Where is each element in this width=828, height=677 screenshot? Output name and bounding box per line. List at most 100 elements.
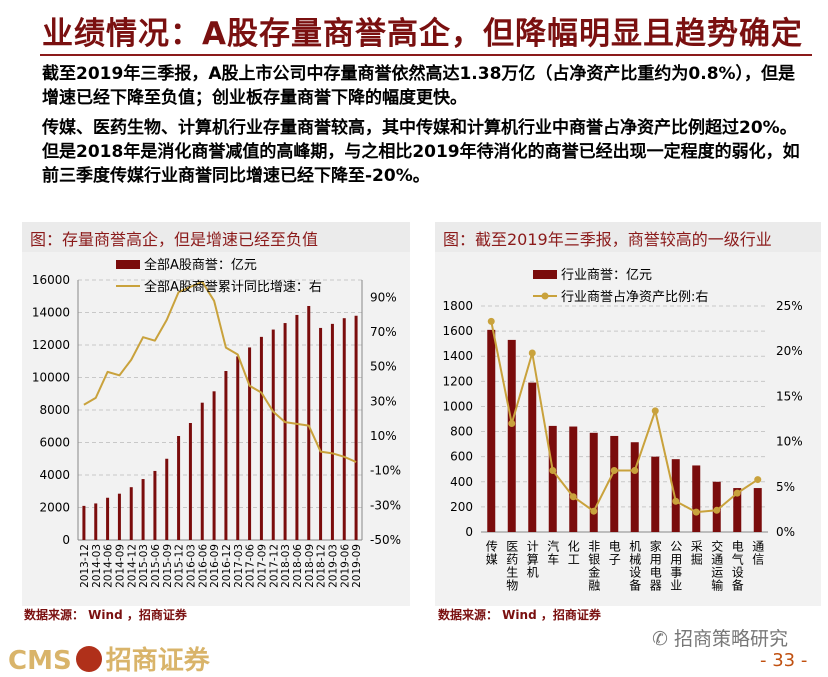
legend-bar-swatch	[533, 270, 557, 279]
x-tick-label: 传媒	[484, 539, 498, 566]
bar	[487, 329, 496, 532]
x-tick-label: 2017-09	[256, 544, 268, 588]
y-tick-label: 2000	[39, 501, 70, 515]
y-tick-label: 12000	[32, 338, 70, 352]
x-tick-label: 2017-12	[268, 544, 280, 588]
bar	[117, 493, 121, 540]
x-tick-label: 汽车	[546, 539, 560, 566]
bar	[200, 402, 204, 540]
bar	[342, 318, 346, 540]
wechat-name: 招商策略研究	[673, 628, 788, 650]
slide-title: 业绩情况：A股存量商誉高企，但降幅明显且趋势确定	[42, 16, 803, 52]
legend-label: 行业商誉：亿元	[561, 268, 652, 283]
x-tick-label: 2013-12	[79, 544, 91, 588]
bar	[319, 327, 323, 540]
line-point	[713, 506, 721, 514]
y2-tick-label: 20%	[776, 344, 803, 358]
bar	[651, 456, 660, 532]
line-point	[528, 349, 536, 357]
bar	[671, 459, 680, 532]
y2-tick-label: 25%	[776, 299, 803, 313]
paragraph-2: 传媒、医药生物、计算机行业存量商誉较高，其中传媒和计算机行业中商誉占净资产比例超…	[42, 118, 800, 186]
bar	[753, 488, 762, 532]
line-point	[672, 497, 680, 505]
bar	[106, 497, 110, 540]
y-tick-label: 1200	[442, 374, 473, 388]
line-point	[692, 508, 700, 516]
bar	[610, 435, 619, 532]
x-tick-label: 通信	[751, 540, 765, 566]
bar	[630, 442, 639, 532]
line-point	[590, 507, 598, 515]
x-tick-label: 2018-06	[292, 544, 304, 588]
x-tick-label: 2019-03	[327, 544, 339, 588]
x-tick-label: 2015-09	[162, 544, 174, 588]
bar	[236, 356, 240, 540]
wechat-account: ✆ 招商策略研究	[652, 624, 788, 651]
bar	[248, 347, 252, 540]
bar	[82, 505, 86, 540]
x-tick-label: 医药生物	[505, 540, 519, 592]
y-tick-label: 1000	[442, 399, 473, 413]
goodwill-total-chart: 0 2000 4000 6000 8000 10000 12000 14000 16000 -50…	[32, 257, 401, 588]
company-logo: CMS 招商证券	[8, 640, 210, 677]
bar	[271, 329, 275, 540]
x-tick-label: 2019-09	[351, 544, 363, 588]
bar	[212, 391, 216, 540]
line-point	[487, 317, 495, 325]
chart-panel-right: 图：截至2019年三季报，商誉较高的一级行业 0 200 400 600 800 1000…	[435, 222, 821, 606]
x-tick-label: 2016-06	[197, 544, 209, 588]
y2-tick-label: 30%	[370, 394, 397, 408]
bar	[295, 314, 299, 540]
bar	[153, 470, 157, 540]
bar	[528, 382, 537, 532]
y-tick-label: 1600	[442, 324, 473, 338]
bar	[692, 465, 701, 532]
chart-panel-left: 图：存量商誉高企，但是增速已经至负值 0 2000 4000 6000 8000 1000…	[22, 222, 410, 606]
x-tick-label: 家用电器	[648, 539, 662, 592]
logo-text: CMS	[8, 646, 72, 676]
title-divider	[40, 54, 812, 56]
y-tick-label: 10000	[32, 371, 70, 385]
bar	[548, 425, 557, 532]
bar	[129, 487, 133, 540]
x-tick-label: 2018-12	[316, 544, 328, 588]
y2-tick-label: 10%	[776, 435, 803, 449]
y-tick-label: 400	[450, 475, 473, 489]
paragraph-1: 截至2019年三季报，A股上市公司中存量商誉依然高达1.38万亿（占净资产比重约…	[42, 64, 796, 108]
bar	[569, 426, 578, 532]
wechat-icon: ✆	[652, 628, 674, 650]
industry-goodwill-chart: 0 200 400 600 800 1000 1200 1400 1600 1800 0% 5% 10%…	[442, 268, 803, 592]
y-tick-label: 8000	[39, 403, 70, 417]
y-tick-label: 800	[450, 425, 473, 439]
x-tick-label: 2014-06	[103, 544, 115, 588]
bar	[165, 458, 169, 540]
bar	[177, 436, 181, 540]
x-tick-label: 非银金融	[587, 540, 601, 592]
legend-label: 行业商誉占净资产比例:右	[561, 290, 708, 305]
x-tick-label: 机械设备	[628, 540, 642, 592]
y-tick-label: 0	[62, 533, 70, 547]
chart-caption: 图：截至2019年三季报，商誉较高的一级行业	[435, 222, 821, 252]
legend-label: 全部A股商誉累计同比增速：右	[144, 279, 322, 295]
y2-tick-label: 50%	[370, 360, 397, 374]
x-tick-label: 2019-06	[339, 544, 351, 588]
legend-label: 全部A股商誉：亿元	[144, 257, 257, 273]
y-tick-label: 1800	[442, 299, 473, 313]
x-tick-label: 2015-12	[174, 544, 186, 588]
x-tick-label: 2014-12	[126, 544, 138, 588]
chart-caption: 图：存量商誉高企，但是增速已经至负值	[22, 222, 410, 252]
data-source: 数据来源： Wind ，招商证券	[438, 608, 601, 622]
x-tick-label: 2015-06	[150, 544, 162, 588]
line-point	[651, 407, 659, 415]
y-tick-label: 14000	[32, 306, 70, 320]
y-tick-label: 16000	[32, 273, 70, 287]
line-point	[549, 467, 557, 475]
line-point	[733, 489, 741, 497]
x-tick-label: 2016-12	[221, 544, 233, 588]
bar	[330, 323, 334, 540]
line-point	[569, 493, 577, 501]
x-tick-label: 交通运输	[710, 539, 724, 592]
x-tick-label: 2015-03	[138, 544, 150, 588]
y2-tick-label: 10%	[370, 429, 397, 443]
